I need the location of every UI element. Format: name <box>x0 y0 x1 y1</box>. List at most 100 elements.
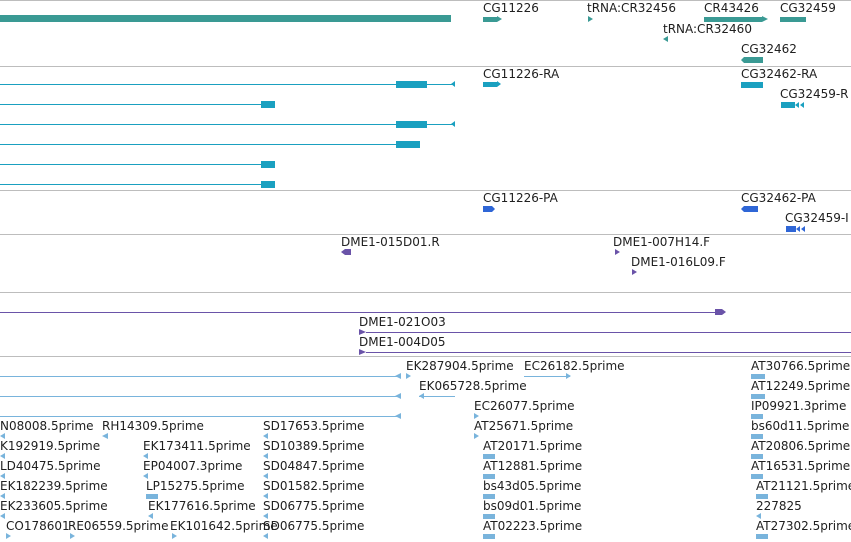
clone-line[interactable] <box>0 312 720 313</box>
ests-label[interactable]: AT02223.5prime <box>483 519 583 533</box>
ests-label[interactable]: LD40475.5prime <box>0 459 101 473</box>
est-AT16531.5prime[interactable] <box>751 474 763 479</box>
ests-label[interactable]: AT20171.5prime <box>483 439 583 453</box>
ests-label[interactable]: IP09921.3prime <box>751 399 847 413</box>
est-AT02223.5prime[interactable] <box>483 534 495 539</box>
ests-label[interactable]: SD10389.5prime <box>263 439 365 453</box>
exon-box[interactable] <box>261 101 275 108</box>
primers-label[interactable]: DME1-016L09.F <box>631 255 726 269</box>
genes-label[interactable]: tRNA:CR32460 <box>663 22 752 36</box>
ests-label[interactable]: SD01582.5prime <box>263 479 365 493</box>
ests-label[interactable]: AT27302.5prime <box>756 519 851 533</box>
exon-box[interactable] <box>261 161 275 168</box>
ests-label[interactable]: LP15275.5prime <box>146 479 245 493</box>
ests-label[interactable]: EK233605.5prime <box>0 499 108 513</box>
est-AT21121.5prime[interactable] <box>756 494 768 499</box>
ests-label[interactable]: EK287904.5prime <box>406 359 514 373</box>
ests-label[interactable]: RH14309.5prime <box>102 419 204 433</box>
cds-CG32462-PA[interactable] <box>744 206 758 212</box>
exon-box[interactable] <box>261 181 275 188</box>
est-AT20806.5prime[interactable] <box>751 454 763 459</box>
est-LP15275.5prime[interactable] <box>146 494 158 499</box>
gene-feature-CG32462[interactable] <box>744 57 763 63</box>
ests-label[interactable]: N08008.5prime <box>0 419 94 433</box>
gene-feature-bar[interactable] <box>0 15 451 22</box>
intron-line <box>0 184 270 185</box>
ests-label[interactable]: RE06559.5prime <box>68 519 169 533</box>
primer-DME1-016L09.F[interactable] <box>632 269 637 275</box>
ests-label[interactable]: AT12249.5prime <box>751 379 851 393</box>
genes-label[interactable]: tRNA:CR32456 <box>587 1 676 15</box>
ests-label[interactable]: 227825 <box>756 499 802 513</box>
ests-label[interactable]: EK101642.5prime <box>170 519 278 533</box>
clone-DME1-021O03[interactable] <box>366 332 851 333</box>
est-AT20171.5prime[interactable] <box>483 454 495 459</box>
cds-CG11226-PA[interactable] <box>483 206 492 212</box>
genes-label[interactable]: CG32459 <box>780 1 836 15</box>
transcripts-label[interactable]: CG32459-R <box>780 87 849 101</box>
ests-label[interactable]: EK182239.5prime <box>0 479 108 493</box>
clones-label[interactable]: DME1-021O03 <box>359 315 446 329</box>
ests-label[interactable]: bs60d11.5prime <box>751 419 850 433</box>
est-AT12249.5prime[interactable] <box>751 394 765 399</box>
est-AT12881.5prime[interactable] <box>483 474 495 479</box>
est-EC26077.5prime[interactable] <box>474 413 479 419</box>
gene-feature-CG11226[interactable] <box>483 17 497 22</box>
ests-label[interactable]: K192919.5prime <box>0 439 101 453</box>
est-bs60d11.5prime[interactable] <box>751 434 763 439</box>
ests-label[interactable]: bs43d05.5prime <box>483 479 582 493</box>
cds-label[interactable]: CG32459-I <box>785 211 849 225</box>
cds-label[interactable]: CG11226-PA <box>483 191 558 205</box>
est-bs43d05.5prime[interactable] <box>483 494 495 499</box>
transcript-CG32462-RA[interactable] <box>741 82 763 88</box>
ests-label[interactable]: SD17653.5prime <box>263 419 365 433</box>
cds-label[interactable]: CG32462-PA <box>741 191 816 205</box>
ests-label[interactable]: AT12881.5prime <box>483 459 583 473</box>
est-AT27302.5prime[interactable] <box>756 534 768 539</box>
ests-label[interactable]: EK177616.5prime <box>148 499 256 513</box>
ests-label[interactable]: EK065728.5prime <box>419 379 527 393</box>
transcripts-label[interactable]: CG11226-RA <box>483 67 560 81</box>
ests-label[interactable]: SD06775.5prime <box>263 499 365 513</box>
primer-DME1-007H14.F[interactable] <box>615 249 620 255</box>
ests-label[interactable]: AT30766.5prime <box>751 359 851 373</box>
primers-label[interactable]: DME1-015D01.R <box>341 235 440 249</box>
primer-DME1-015D01.R[interactable] <box>345 249 351 255</box>
ests-label[interactable]: SD04847.5prime <box>263 459 365 473</box>
est-arrow-icon <box>102 433 108 439</box>
exon-box[interactable] <box>396 141 420 148</box>
clones-label[interactable]: DME1-004D05 <box>359 335 446 349</box>
gene-feature-tRNA-CR32456[interactable] <box>588 16 593 22</box>
est-AT30766.5prime[interactable] <box>751 374 765 379</box>
gene-arrow-icon <box>741 57 744 63</box>
transcript-CG32459-R[interactable] <box>781 102 795 108</box>
ests-label[interactable]: EK173411.5prime <box>143 439 251 453</box>
ests-label[interactable]: EC26077.5prime <box>474 399 575 413</box>
primers-label[interactable]: DME1-007H14.F <box>613 235 711 249</box>
ests-label[interactable]: EC26182.5prime <box>524 359 625 373</box>
gene-feature-tRNA-CR32460[interactable] <box>663 36 668 42</box>
genes-label[interactable]: CG32462 <box>741 42 797 56</box>
gene-feature-CG32459[interactable] <box>780 17 806 22</box>
genes-label[interactable]: CR43426 <box>704 1 759 15</box>
genes-label[interactable]: CG11226 <box>483 1 539 15</box>
transcripts-label[interactable]: CG32462-RA <box>741 67 818 81</box>
transcript-CG11226-RA[interactable] <box>483 82 497 87</box>
gene-feature-CR43426[interactable] <box>704 17 762 22</box>
ests-label[interactable]: CO178601 <box>6 519 70 533</box>
ests-label[interactable]: bs09d01.5prime <box>483 499 582 513</box>
est-arrow-icon <box>263 513 268 519</box>
exon-box[interactable] <box>396 121 427 128</box>
ests-label[interactable]: AT25671.5prime <box>474 419 574 433</box>
ests-label[interactable]: AT21121.5prime <box>756 479 851 493</box>
ests-label[interactable]: SD06775.5prime <box>263 519 365 533</box>
ests-label[interactable]: AT20806.5prime <box>751 439 851 453</box>
exon-box[interactable] <box>396 81 427 88</box>
est-IP09921.3prime[interactable] <box>751 414 763 419</box>
cds-CG32459-PA[interactable] <box>786 226 796 232</box>
est-bs09d01.5prime[interactable] <box>483 514 495 519</box>
clone-DME1-004D05[interactable] <box>366 352 851 353</box>
ests-label[interactable]: EP04007.3prime <box>143 459 243 473</box>
ests-label[interactable]: AT16531.5prime <box>751 459 851 473</box>
